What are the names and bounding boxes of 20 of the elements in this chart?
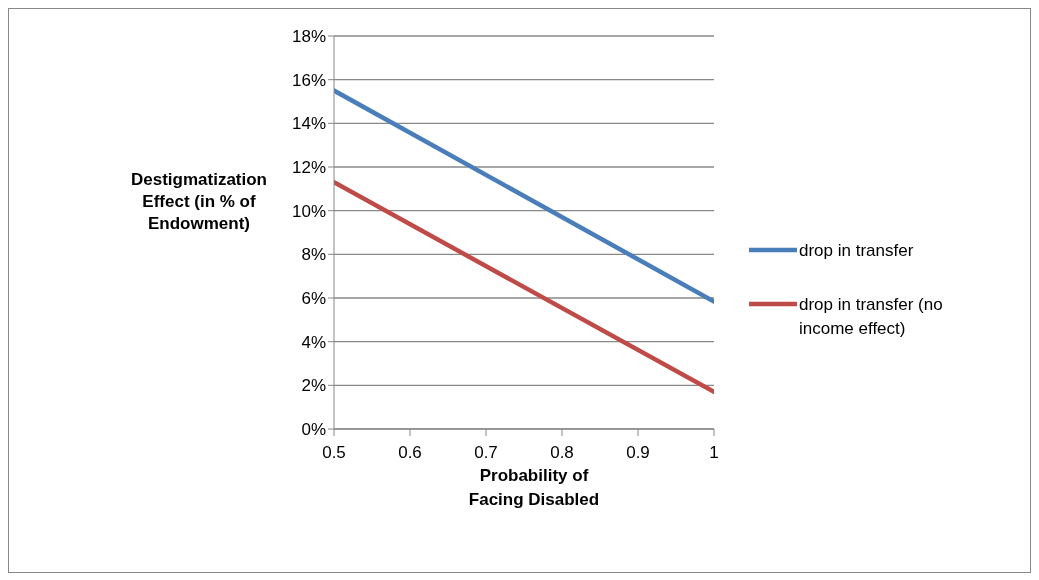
y-tick-label: 8%	[301, 245, 326, 265]
y-tick-label: 12%	[291, 158, 326, 178]
y-tick-label: 14%	[291, 114, 326, 134]
y-tick-label: 10%	[291, 201, 326, 221]
x-tick-label: 0.9	[626, 443, 650, 463]
x-tick-label: 0.5	[322, 443, 346, 463]
legend-label: drop in transfer (no income effect)	[799, 294, 944, 340]
y-tick-label: 6%	[301, 289, 326, 309]
x-tick-label: 1	[709, 443, 719, 463]
x-tick-label: 0.8	[550, 443, 574, 463]
legend-label: drop in transfer	[799, 240, 915, 262]
y-tick-label: 16%	[291, 70, 326, 90]
y-tick-label: 2%	[301, 376, 326, 396]
y-tick-label: 4%	[301, 332, 326, 352]
y-tick-label: 18%	[291, 27, 326, 47]
x-tick-label: 0.7	[474, 443, 498, 463]
x-tick-label: 0.6	[398, 443, 422, 463]
y-tick-label: 0%	[301, 420, 326, 440]
y-axis-title: Destigmatization Effect (in % of Endowment)	[130, 169, 268, 235]
x-axis-title: Probability of Facing Disabled	[467, 465, 601, 511]
